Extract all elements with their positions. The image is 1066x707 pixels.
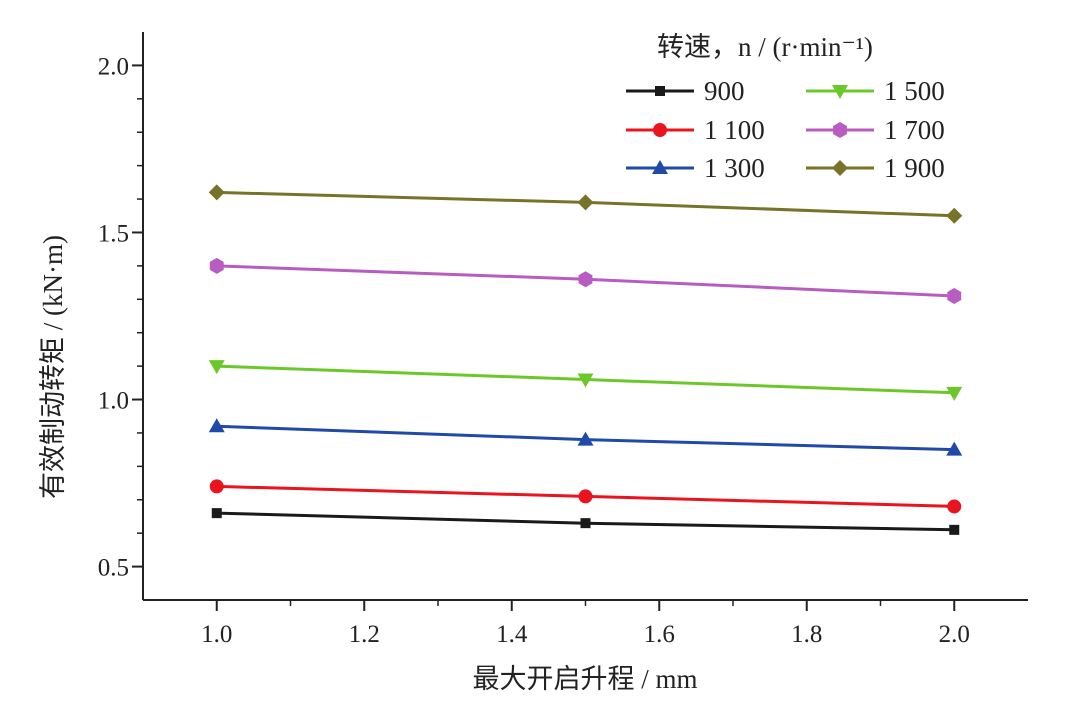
y-axis: 0.5 1.0 1.5 2.0 (98, 53, 143, 582)
x-tick-label: 1.0 (201, 621, 232, 648)
y-tick-label: 0.5 (98, 555, 129, 582)
x-tick-label: 1.2 (349, 621, 380, 648)
data-point (208, 184, 225, 201)
data-point (578, 271, 593, 288)
legend-label: 1 100 (704, 115, 765, 145)
data-point (949, 524, 960, 535)
data-point (947, 499, 962, 514)
data-point (209, 479, 224, 494)
series-1700 (209, 257, 962, 304)
legend-label: 1 900 (884, 153, 945, 183)
data-point (208, 418, 225, 433)
legend-title: 转速，n / (r·min⁻¹) (657, 32, 873, 62)
x-axis-label: 最大开启升程 / mm (472, 664, 697, 694)
legend-marker (832, 160, 848, 176)
y-axis-label: 有效制动转矩 / (kN·m) (38, 235, 68, 499)
data-point (578, 489, 593, 504)
legend: 转速，n / (r·min⁻¹) 900 1 100 1 300 1 500 1 700… (626, 32, 945, 183)
data-point (577, 194, 594, 211)
series-1900 (208, 184, 963, 224)
legend-label: 1 500 (884, 76, 945, 106)
legend-item: 1 700 (806, 115, 945, 145)
legend-item: 1 900 (806, 153, 945, 183)
series-1300 (208, 418, 963, 456)
series-layer (208, 184, 963, 535)
legend-label: 900 (704, 76, 745, 106)
data-point (946, 441, 963, 456)
series-900 (211, 508, 960, 535)
legend-label: 1 700 (884, 115, 945, 145)
data-point (946, 386, 963, 401)
x-tick-label: 1.8 (791, 621, 822, 648)
legend-label: 1 300 (704, 153, 765, 183)
legend-marker (832, 85, 848, 99)
data-point (209, 257, 224, 274)
legend-marker (652, 160, 668, 174)
legend-item: 900 (626, 76, 745, 106)
legend-item: 1 100 (626, 115, 765, 145)
data-point (577, 431, 594, 446)
legend-item: 1 300 (626, 153, 765, 183)
x-tick-label: 2.0 (939, 621, 970, 648)
legend-marker (655, 86, 665, 96)
y-tick-label: 1.5 (98, 220, 129, 247)
data-point (577, 373, 594, 388)
x-tick-label: 1.6 (644, 621, 675, 648)
data-point (947, 287, 962, 304)
data-point (580, 518, 591, 529)
y-tick-label: 1.0 (98, 388, 129, 415)
legend-marker (653, 123, 667, 137)
data-point (211, 508, 222, 519)
legend-item: 1 500 (806, 76, 945, 106)
legend-marker (833, 122, 847, 138)
x-axis: 1.0 1.2 1.4 1.6 1.8 2.0 (201, 600, 970, 648)
x-tick-label: 1.4 (496, 621, 528, 648)
series-1500 (208, 360, 963, 401)
series-1100 (209, 479, 962, 514)
data-point (208, 360, 225, 375)
data-point (946, 207, 963, 224)
y-tick-label: 2.0 (98, 53, 129, 80)
